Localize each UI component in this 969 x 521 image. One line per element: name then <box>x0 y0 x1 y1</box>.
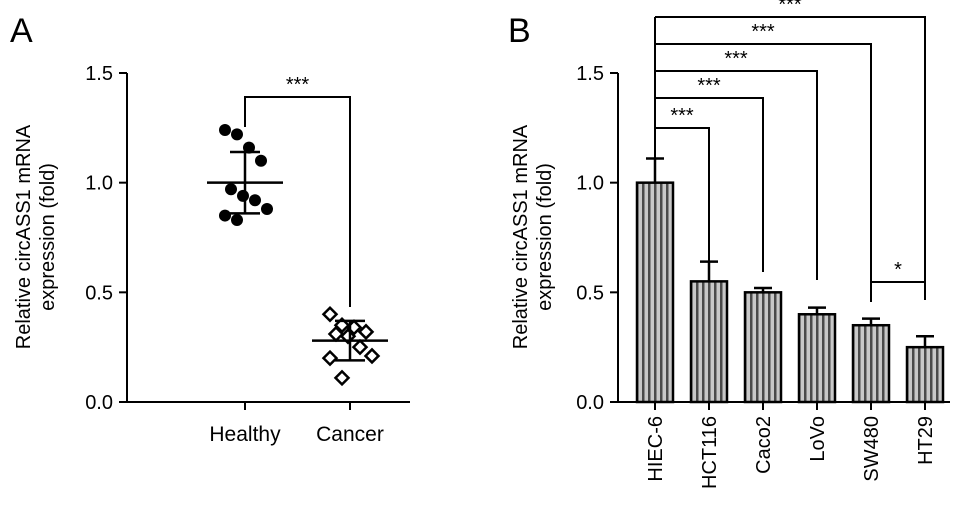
chart-b-significance-label: *** <box>751 21 775 43</box>
chart-a-y-tick-label: 1.0 <box>85 173 113 195</box>
chart-b-significance-bracket <box>655 127 710 268</box>
chart-b-significance-label: *** <box>697 75 721 97</box>
chart-b-y-tick-label: 1.5 <box>576 63 604 85</box>
chart-a-y-tick-label: 1.5 <box>85 63 113 85</box>
chart-b-bar-sw480 <box>851 323 891 404</box>
panel-a-letter: A <box>10 12 33 50</box>
chart-a-ylabel-line1: Relative circASS1 mRNA <box>13 124 35 349</box>
chart-b-significance-bracket <box>655 16 926 300</box>
chart-a-point-cancer <box>321 305 339 323</box>
chart-a-y-tick-label: 0.0 <box>85 392 113 414</box>
panel-b-letter: B <box>508 12 531 50</box>
chart-b-significance-label: *** <box>724 48 748 70</box>
chart-b-y-tick-label: 1.0 <box>576 173 604 195</box>
chart-b-x-tick-label: HCT116 <box>699 416 721 489</box>
chart-a-point-cancer <box>357 323 375 341</box>
chart-b-bar-lovo <box>797 313 837 404</box>
chart-a-ylabel-line2: expression (fold) <box>37 163 59 311</box>
chart-a-significance-label: *** <box>286 74 310 96</box>
chart-a-y-tick-label: 0.5 <box>85 282 113 304</box>
chart-a-point-cancer <box>321 349 339 367</box>
chart-b-significance-bracket <box>655 70 818 280</box>
chart-a-point-healthy <box>219 209 231 222</box>
chart-b-x-tick-label: LoVo <box>807 416 829 462</box>
chart-b-significance-label: * <box>894 259 902 281</box>
chart-b-significance-bracket <box>655 97 764 272</box>
chart-a: Relative circASS1 mRNA expression (fold)… <box>13 63 410 446</box>
chart-b-ylabel-line2: expression (fold) <box>534 163 556 311</box>
chart-a-point-healthy <box>231 213 243 226</box>
chart-a-point-healthy <box>249 194 261 207</box>
chart-a-point-cancer <box>351 338 369 356</box>
chart-a-point-healthy <box>261 202 273 215</box>
chart-b-ylabel-line1: Relative circASS1 mRNA <box>510 124 532 349</box>
chart-a-point-healthy <box>237 189 249 202</box>
chart-a-significance-bracket <box>244 96 351 307</box>
chart-b-y-tick-label: 0.0 <box>576 392 604 414</box>
chart-a-point-healthy <box>243 141 255 154</box>
chart-b-x-tick-label: SW480 <box>861 416 883 482</box>
chart-b-significance-bracket <box>655 43 872 282</box>
chart-a-x-tick-label: Healthy <box>209 423 281 446</box>
chart-a-x-tick-label: Cancer <box>316 423 384 446</box>
chart-b-significance-label: *** <box>778 0 802 16</box>
chart-a-point-healthy <box>231 128 243 141</box>
chart-a-point-healthy <box>225 183 237 196</box>
chart-b: Relative circASS1 mRNA expression (fold)… <box>510 0 950 489</box>
chart-b-significance-label: *** <box>670 105 694 127</box>
chart-b-y-tick-label: 0.5 <box>576 282 604 304</box>
chart-b-significance-bracket <box>870 281 926 302</box>
chart-a-point-healthy <box>255 154 267 167</box>
chart-b-x-tick-label: HIEC-6 <box>645 416 667 482</box>
chart-b-bar-hct116 <box>689 280 729 404</box>
chart-b-x-tick-label: HT29 <box>915 416 937 465</box>
chart-b-bar-caco2 <box>743 291 783 404</box>
chart-a-point-healthy <box>219 124 231 137</box>
chart-a-point-cancer <box>363 347 381 365</box>
chart-b-x-tick-label: Caco2 <box>753 416 775 474</box>
chart-b-bar-hiec-6 <box>635 181 675 404</box>
chart-a-point-cancer <box>333 369 351 387</box>
chart-b-bar-ht29 <box>905 345 945 404</box>
